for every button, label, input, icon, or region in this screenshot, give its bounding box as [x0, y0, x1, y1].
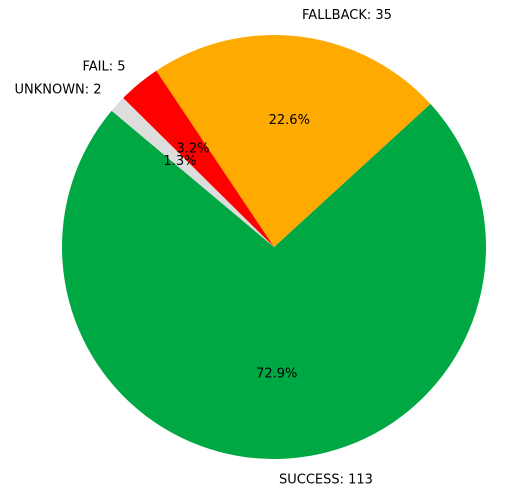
pie-slice-fail — [123, 70, 275, 247]
slice-percent-fallback: 22.6% — [269, 113, 310, 128]
pie-slice-fallback — [156, 35, 431, 247]
slice-percent-fail: 3.2% — [176, 141, 209, 156]
slice-percent-unknown: 1.3% — [163, 154, 196, 169]
pie-labels: SUCCESS: 113 72.9% FALLBACK: 35 22.6% FAIL: … — [14, 8, 391, 488]
slice-label-unknown: UNKNOWN: 2 — [14, 82, 101, 97]
slice-percent-success: 72.9% — [256, 367, 297, 382]
pie-slice-unknown — [111, 98, 275, 247]
slice-label-fallback: FALLBACK: 35 — [302, 8, 392, 23]
slice-label-fail: FAIL: 5 — [82, 60, 125, 75]
pie-slices — [62, 35, 487, 460]
pie-slice-success — [62, 103, 487, 460]
slice-label-success: SUCCESS: 113 — [279, 473, 373, 488]
